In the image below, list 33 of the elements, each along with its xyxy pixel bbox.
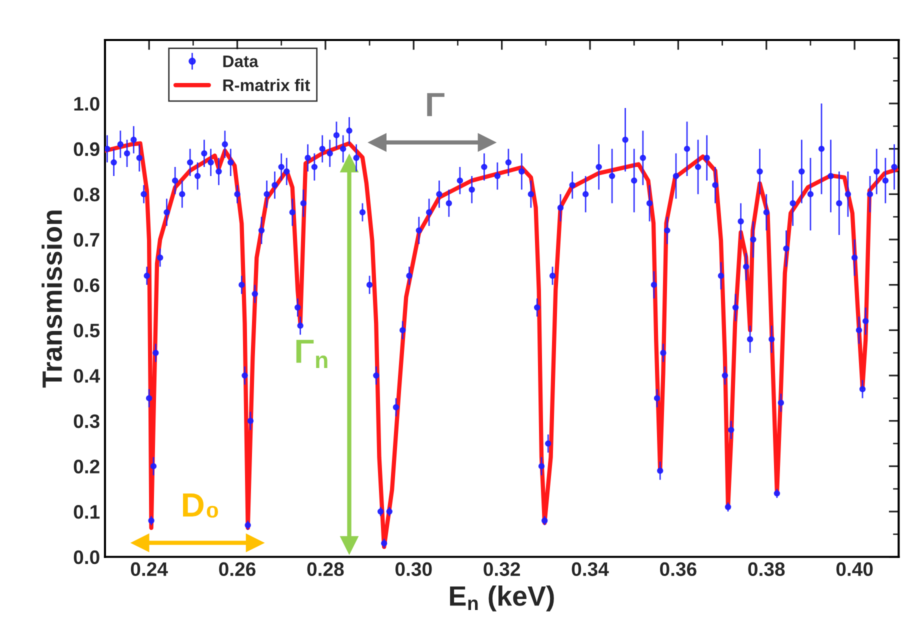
point bbox=[368, 133, 387, 152]
y-tick-label: 0.2 bbox=[74, 460, 100, 474]
series-label: D₀ bbox=[183, 494, 218, 518]
x-tick-label: 0.34 bbox=[572, 562, 609, 576]
y-tick-label: 0.9 bbox=[74, 142, 100, 156]
y-tick-label: 1.0 bbox=[74, 96, 100, 111]
legend-label: Data bbox=[223, 56, 258, 68]
x-tick-label: 0.32 bbox=[484, 562, 520, 576]
point bbox=[340, 536, 358, 554]
point bbox=[131, 534, 150, 552]
x-tick-label: 0.24 bbox=[130, 562, 168, 576]
point bbox=[246, 534, 264, 552]
x-tick-label: 0.40 bbox=[836, 562, 873, 576]
y-tick-label: 0.1 bbox=[74, 505, 100, 519]
x-tick-label: 0.28 bbox=[307, 562, 344, 576]
y-tick-label: 0.5 bbox=[74, 324, 100, 338]
x-tick-label: 0.30 bbox=[395, 562, 432, 576]
y-tick-label: 0.7 bbox=[74, 232, 100, 247]
y-axis-title: Transmission bbox=[42, 210, 62, 388]
series-label: Γ bbox=[427, 93, 444, 116]
y-tick-label: 0.8 bbox=[74, 188, 100, 202]
x-tick-label: 0.38 bbox=[748, 562, 785, 576]
x-axis-title: E$_{n}$ (keV) bbox=[450, 585, 554, 612]
legend-label: R-matrix fit bbox=[223, 78, 310, 92]
point bbox=[478, 133, 496, 152]
point bbox=[340, 154, 358, 172]
y-tick-label: 0.3 bbox=[74, 414, 100, 428]
y-tick-label: 0.0 bbox=[74, 550, 100, 564]
series-label: Γ$_{n}$ bbox=[296, 340, 328, 368]
x-tick-label: 0.36 bbox=[660, 562, 696, 576]
y-tick-label: 0.4 bbox=[74, 369, 100, 383]
x-tick-label: 0.26 bbox=[219, 562, 256, 576]
y-tick-label: 0.6 bbox=[74, 278, 100, 292]
